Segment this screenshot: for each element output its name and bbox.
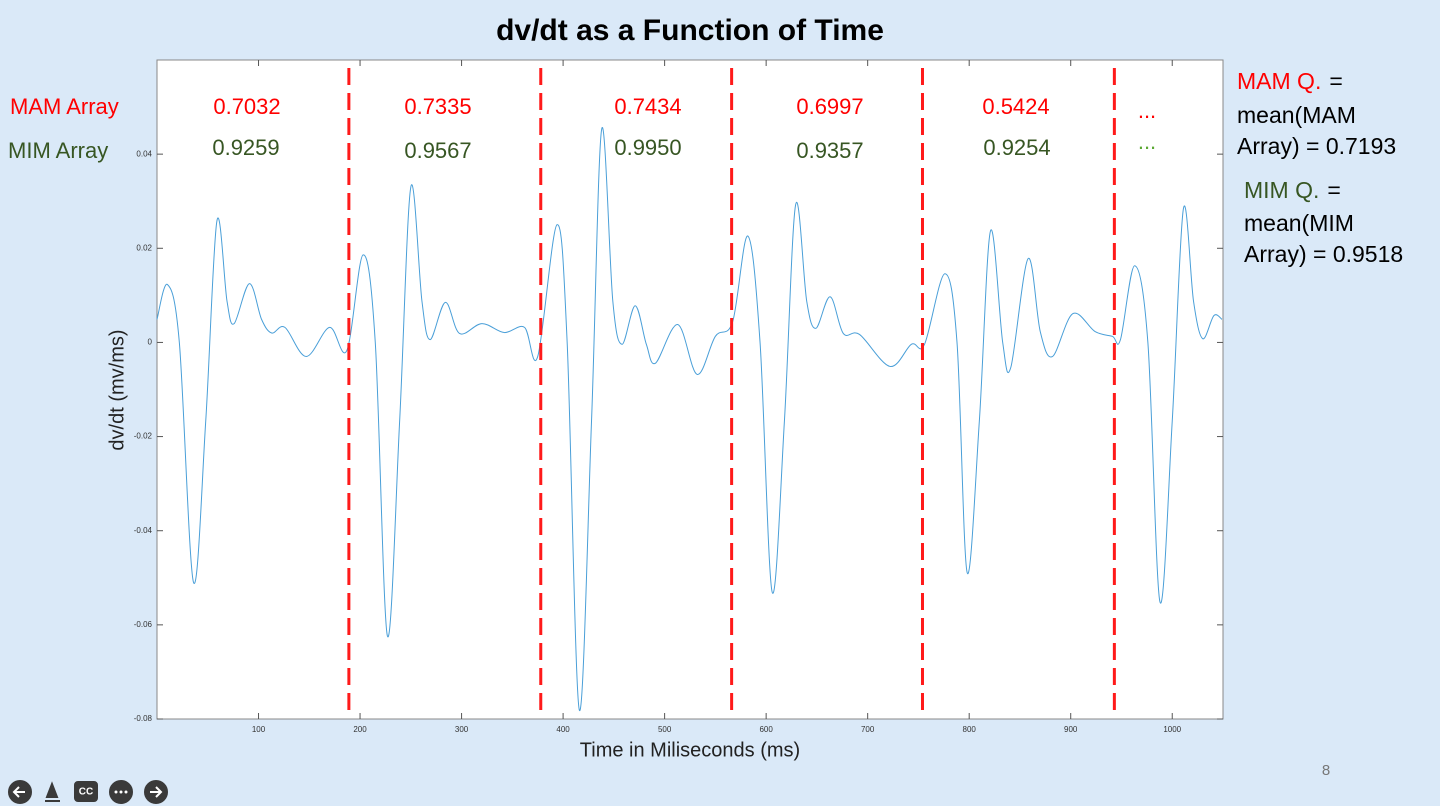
captions-button[interactable] xyxy=(74,781,98,802)
mam-value: 0.5424 xyxy=(982,94,1049,119)
x-tick-label: 600 xyxy=(759,725,773,734)
x-tick-label: 500 xyxy=(658,725,672,734)
y-tick-label: -0.08 xyxy=(134,714,153,723)
mim-value: 0.9254 xyxy=(983,135,1050,160)
mim-term: MIM Q. xyxy=(1244,177,1319,203)
mam-note-line: Array) = 0.7193 xyxy=(1237,133,1396,159)
chart-title: dv/dt as a Function of Time xyxy=(496,14,884,47)
mim-value: 0.9259 xyxy=(212,135,279,160)
x-axis-label: Time in Miliseconds (ms) xyxy=(580,739,800,761)
x-tick-label: 300 xyxy=(455,725,469,734)
mam-value: 0.7434 xyxy=(614,94,681,119)
mam-label: MAM Array xyxy=(10,94,119,119)
mim-eq: = xyxy=(1327,177,1340,203)
x-tick-label: 700 xyxy=(861,725,875,734)
mim-value: ... xyxy=(1138,129,1156,154)
mam-note-line: MAM Q. = xyxy=(1237,68,1343,94)
mam-value: 0.6997 xyxy=(796,94,863,119)
captions-icon: CC xyxy=(79,787,93,798)
mim-value: 0.9567 xyxy=(404,138,471,163)
y-tick-label: -0.02 xyxy=(134,432,153,441)
x-tick-label: 400 xyxy=(556,725,570,734)
x-tick-label: 200 xyxy=(353,725,367,734)
mim-value: 0.9950 xyxy=(614,135,681,160)
mam-value: ... xyxy=(1138,98,1156,123)
annotate-button[interactable] xyxy=(45,781,60,802)
mim-label: MIM Array xyxy=(8,138,108,163)
mam-value: 0.7032 xyxy=(213,94,280,119)
x-tick-label: 800 xyxy=(963,725,977,734)
y-tick-label: -0.04 xyxy=(134,526,153,535)
player-controls xyxy=(8,780,168,804)
mim-note-line: MIM Q. = xyxy=(1244,177,1341,203)
x-tick-label: 100 xyxy=(252,725,266,734)
y-tick-label: 0.02 xyxy=(136,243,152,252)
mam-note-line: mean(MAM xyxy=(1237,102,1356,128)
plot-area xyxy=(156,59,1224,720)
mam-value: 0.7335 xyxy=(404,94,471,119)
signal-line xyxy=(156,126,1223,711)
slide-number: 8 xyxy=(1322,762,1330,779)
x-tick-label: 900 xyxy=(1064,725,1078,734)
mam-eq: = xyxy=(1329,68,1342,94)
y-tick-label: -0.06 xyxy=(134,620,153,629)
x-tick-label: 1000 xyxy=(1163,725,1181,734)
mim-note-line: Array) = 0.9518 xyxy=(1244,241,1403,267)
y-axis-label: dv/dt (mv/ms) xyxy=(106,329,128,450)
mam-term: MAM Q. xyxy=(1237,68,1321,94)
mim-value: 0.9357 xyxy=(796,138,863,163)
y-tick-label: 0.04 xyxy=(136,149,152,158)
mim-note-line: mean(MIM xyxy=(1244,210,1354,236)
y-tick-label: 0 xyxy=(148,338,153,347)
